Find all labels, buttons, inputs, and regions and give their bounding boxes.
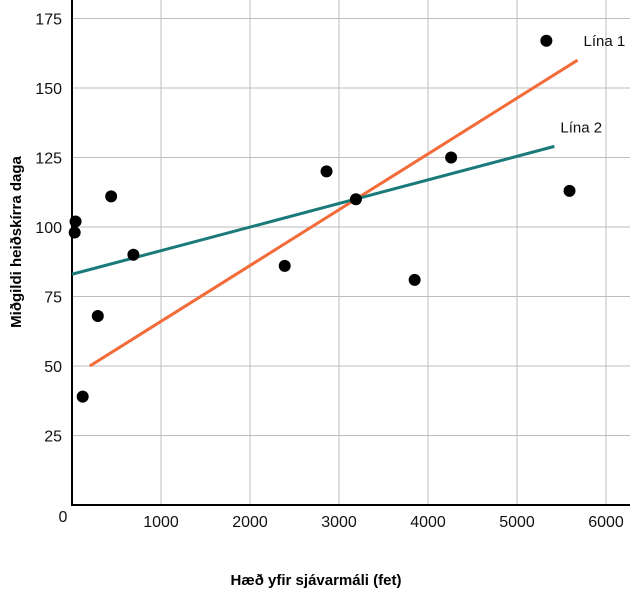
data-point — [105, 190, 118, 203]
x-tick-label: 6000 — [588, 514, 624, 531]
data-point — [76, 390, 89, 403]
data-point — [320, 165, 333, 178]
trend-line-2-label: Lína 2 — [560, 119, 602, 136]
tick-labels: 1000 2000 3000 4000 5000 6000 0 25 50 75 100 125 150… — [35, 12, 624, 532]
grid — [72, 0, 630, 505]
x-tick-label: 1000 — [143, 514, 179, 531]
data-point — [69, 215, 82, 228]
x-axis-title: Hæð yfir sjávarmáli (fet) — [231, 572, 402, 589]
y-tick-label: 175 — [35, 12, 62, 29]
x-tick-label: 3000 — [321, 514, 357, 531]
origin-tick-label: 0 — [59, 509, 68, 526]
x-tick-label: 4000 — [410, 514, 446, 531]
x-tick-label: 5000 — [499, 514, 535, 531]
y-tick-label: 100 — [35, 220, 62, 237]
data-point — [349, 193, 362, 206]
y-tick-label: 75 — [44, 290, 62, 307]
y-axis-title: Miðgildi heiðskírra daga — [8, 155, 25, 327]
data-point — [127, 248, 140, 261]
data-point — [68, 226, 81, 239]
trend-lines: Lína 1 Lína 2 — [71, 33, 626, 368]
axes — [71, 0, 630, 506]
trend-line-2 — [71, 144, 555, 276]
trend-line-1 — [89, 58, 579, 368]
data-points — [68, 34, 576, 403]
data-point — [91, 309, 104, 322]
y-tick-label: 25 — [44, 429, 62, 446]
data-point — [278, 259, 291, 272]
data-point — [445, 151, 458, 164]
data-point — [540, 34, 553, 47]
y-tick-label: 50 — [44, 359, 62, 376]
data-point — [408, 273, 421, 286]
y-tick-label: 150 — [35, 81, 62, 98]
trend-line-1-label: Lína 1 — [584, 33, 626, 50]
data-point — [563, 184, 576, 197]
y-tick-label: 125 — [35, 151, 62, 168]
x-tick-label: 2000 — [232, 514, 268, 531]
